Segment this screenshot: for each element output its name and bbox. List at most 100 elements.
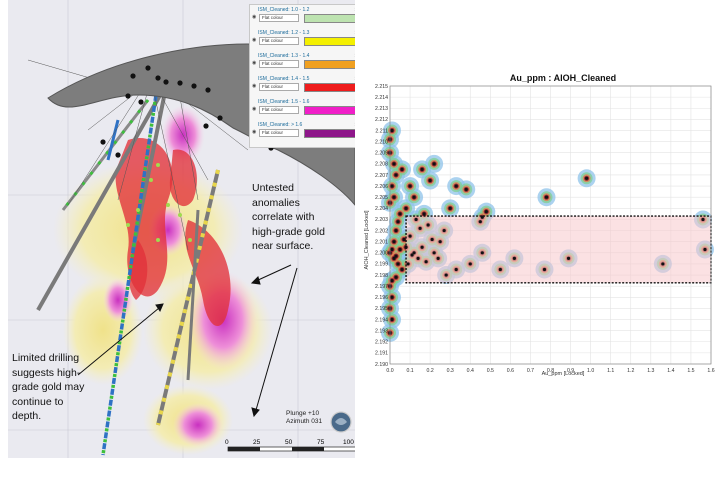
colour-mode-select[interactable]: Flat colour [259,37,299,45]
y-tick-label: 2.205 [375,195,388,201]
x-tick-label: 0.3 [447,368,454,374]
close-icon[interactable]: ✖ [354,29,355,37]
data-point [484,210,488,214]
y-tick-label: 2.192 [375,340,388,346]
highlight-box [405,215,712,284]
eye-icon[interactable]: ◉ [252,106,257,112]
data-point [400,167,404,171]
y-tick-label: 2.191 [375,351,388,357]
y-tick-label: 2.207 [375,173,388,179]
data-point [448,206,452,210]
data-point [430,237,434,242]
eye-icon[interactable]: ◉ [252,60,257,66]
data-point [703,247,707,252]
data-point [416,256,420,260]
isosurface-legend-panel: ◉ ISM_Cleaned: 1.0 - 1.2 Flat colour ✖ ◉… [249,4,355,148]
eye-icon[interactable]: ◉ [252,14,257,20]
drill-holes [36,89,220,456]
data-point [394,228,398,233]
legend-item: ◉ ISM_Cleaned: 1.3 - 1.4 Flat colour ✖ [252,53,355,75]
data-point [404,206,408,210]
close-icon[interactable]: ✖ [354,6,355,14]
scatter-chart[interactable]: Au_ppm : AlOH_Cleaned 0.0 0.1 0.2 0.3 0.4 0.5… [360,70,721,390]
scatter-chart-panel: Au_ppm : AlOH_Cleaned 0.0 0.1 0.2 0.3 0.4 0.5… [360,70,721,390]
data-point [432,251,436,255]
compass-icon[interactable] [330,411,352,433]
data-point [390,128,394,133]
x-tick-label: 1.0 [587,368,594,374]
colour-mode-select[interactable]: Flat colour [259,14,299,22]
y-tick-label: 2.199 [375,262,388,268]
data-point [396,220,400,224]
close-icon[interactable]: ✖ [354,75,355,83]
colour-mode-select[interactable]: Flat colour [259,129,299,137]
data-point [392,195,396,199]
annotation-limited-drilling: Limited drilling suggests high- grade go… [12,352,85,422]
close-icon[interactable]: ✖ [354,52,355,60]
y-tick-label: 2.210 [375,139,388,145]
data-point [442,228,446,233]
colour-swatch[interactable] [304,14,355,23]
colour-swatch[interactable] [304,83,355,92]
x-tick-label: 1.4 [667,368,674,374]
y-tick-label: 2.198 [375,273,388,279]
x-tick-label: 1.2 [627,368,634,374]
data-point [390,295,394,299]
data-point [406,262,410,266]
y-tick-label: 2.211 [375,128,388,134]
eye-icon[interactable]: ◉ [252,37,257,43]
scale-tick: 0 [225,439,229,446]
scale-tick: 75 [317,439,325,446]
y-tick-label: 2.212 [375,117,388,123]
eye-icon[interactable]: ◉ [252,129,257,135]
data-point [420,245,424,249]
data-point [480,251,484,255]
eye-icon[interactable]: ◉ [252,83,257,89]
x-tick-label: 0.1 [406,368,413,374]
close-icon[interactable]: ✖ [354,121,355,129]
data-point [454,184,458,188]
data-point [454,267,458,272]
x-tick-label: 0.8 [547,368,554,374]
x-tick-label: 0.7 [527,368,534,374]
y-tick-label: 2.194 [375,317,388,323]
colour-swatch[interactable] [304,129,355,138]
y-tick-label: 2.197 [375,284,388,290]
close-icon[interactable]: ✖ [354,98,355,106]
x-tick-label: 1.6 [707,368,714,374]
plunge-label: Plunge +10 [286,410,320,417]
view-orientation: Plunge +10 Azimuth 031 [286,410,322,426]
colour-mode-select[interactable]: Flat colour [259,83,299,91]
data-point [436,256,440,260]
data-point [410,253,414,257]
data-point [400,267,404,272]
y-tick-label: 2.196 [375,295,388,301]
legend-item: ◉ ISM_Cleaned: > 1.6 Flat colour ✖ [252,122,355,144]
geology-3d-view[interactable]: ◉ ISM_Cleaned: 1.0 - 1.2 Flat colour ✖ ◉… [8,0,355,458]
data-point [418,226,422,230]
colour-swatch[interactable] [304,60,355,69]
y-tick-label: 2.190 [375,362,388,368]
data-point [566,256,571,260]
colour-swatch[interactable] [304,106,355,115]
data-point [424,260,428,264]
data-point [426,223,430,227]
colour-mode-select[interactable]: Flat colour [259,106,299,114]
data-point [392,256,396,260]
data-point [390,317,394,322]
data-point [444,273,448,277]
data-point [585,176,589,180]
y-tick-label: 2.195 [375,306,388,312]
data-point [414,217,418,222]
data-point [468,262,472,266]
colour-swatch[interactable] [304,37,355,46]
data-point [408,184,412,188]
data-point [394,254,398,258]
y-tick-label: 2.200 [375,251,388,257]
chart-title: Au_ppm : AlOH_Cleaned [510,73,616,83]
data-point [398,247,402,252]
colour-mode-select[interactable]: Flat colour [259,60,299,68]
x-tick-label: 1.5 [687,368,694,374]
y-tick-label: 2.193 [375,328,388,334]
data-point [412,251,416,255]
